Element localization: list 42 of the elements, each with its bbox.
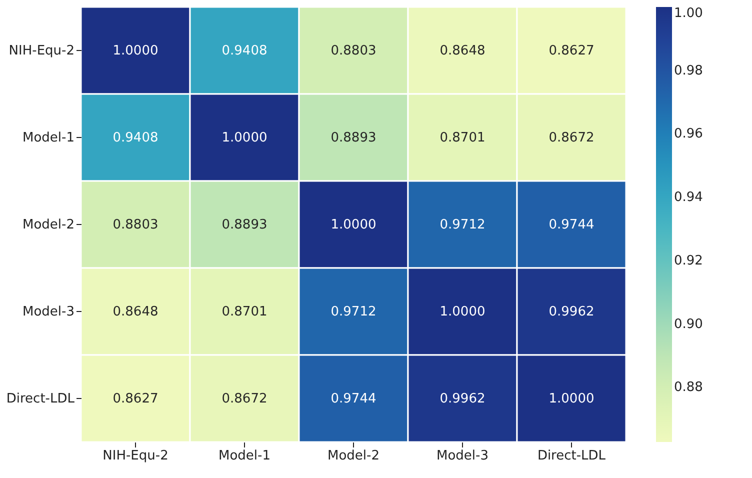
color-bar-label: 0.88: [674, 380, 703, 396]
x-tick-label: Model-3: [436, 448, 488, 464]
data-label: 0.9408: [112, 130, 158, 146]
data-label: 0.8627: [112, 392, 158, 406]
y-tick-label: NIH-Equ-2: [8, 44, 74, 58]
data-label: 0.9408: [222, 44, 268, 58]
data-label: 0.9712: [440, 218, 486, 232]
data-label: 0.9744: [330, 392, 376, 406]
data-label: 1.0000: [548, 392, 594, 406]
data-label: 0.8803: [112, 218, 158, 232]
y-tick-label: Model-3: [22, 304, 74, 320]
y-tick-label: Model-2: [22, 218, 74, 232]
data-label: 0.9962: [548, 304, 594, 320]
data-label: 1.0000: [112, 44, 158, 58]
color-bar-label: 0.90: [674, 316, 703, 332]
x-tick-label: NIH-Equ-2: [102, 448, 168, 464]
x-tick-label: Direct-LDL: [537, 448, 606, 464]
data-label: 1.0000: [222, 130, 268, 146]
data-label: 1.0000: [330, 218, 376, 232]
data-label: 0.8648: [112, 304, 158, 320]
data-label: 0.9962: [440, 392, 486, 406]
color-bar-label: 0.98: [674, 63, 703, 78]
data-label: 0.9712: [330, 304, 376, 320]
data-label: 1.0000: [440, 304, 486, 320]
data-label: 0.8701: [222, 304, 268, 320]
data-label: 0.8893: [330, 130, 376, 146]
color-bar-label: 1.00: [674, 6, 703, 21]
color-bar-label: 0.96: [674, 126, 703, 142]
data-label: 0.8672: [222, 392, 268, 406]
data-label: 0.8672: [548, 130, 594, 146]
data-label: 0.8648: [440, 44, 486, 58]
y-tick-label: Model-1: [22, 130, 74, 146]
data-label: 0.8627: [548, 44, 594, 58]
color-bar-label: 0.94: [674, 190, 703, 206]
data-label: 0.8893: [222, 218, 268, 232]
color-bar-label: 0.92: [674, 253, 703, 268]
data-label: 0.9744: [548, 218, 594, 232]
x-tick-label: Model-1: [218, 448, 270, 464]
data-label: 0.8701: [440, 130, 486, 146]
y-tick-label: Direct-LDL: [6, 392, 76, 406]
data-label: 0.8803: [330, 44, 376, 58]
x-tick-label: Model-2: [328, 448, 380, 464]
